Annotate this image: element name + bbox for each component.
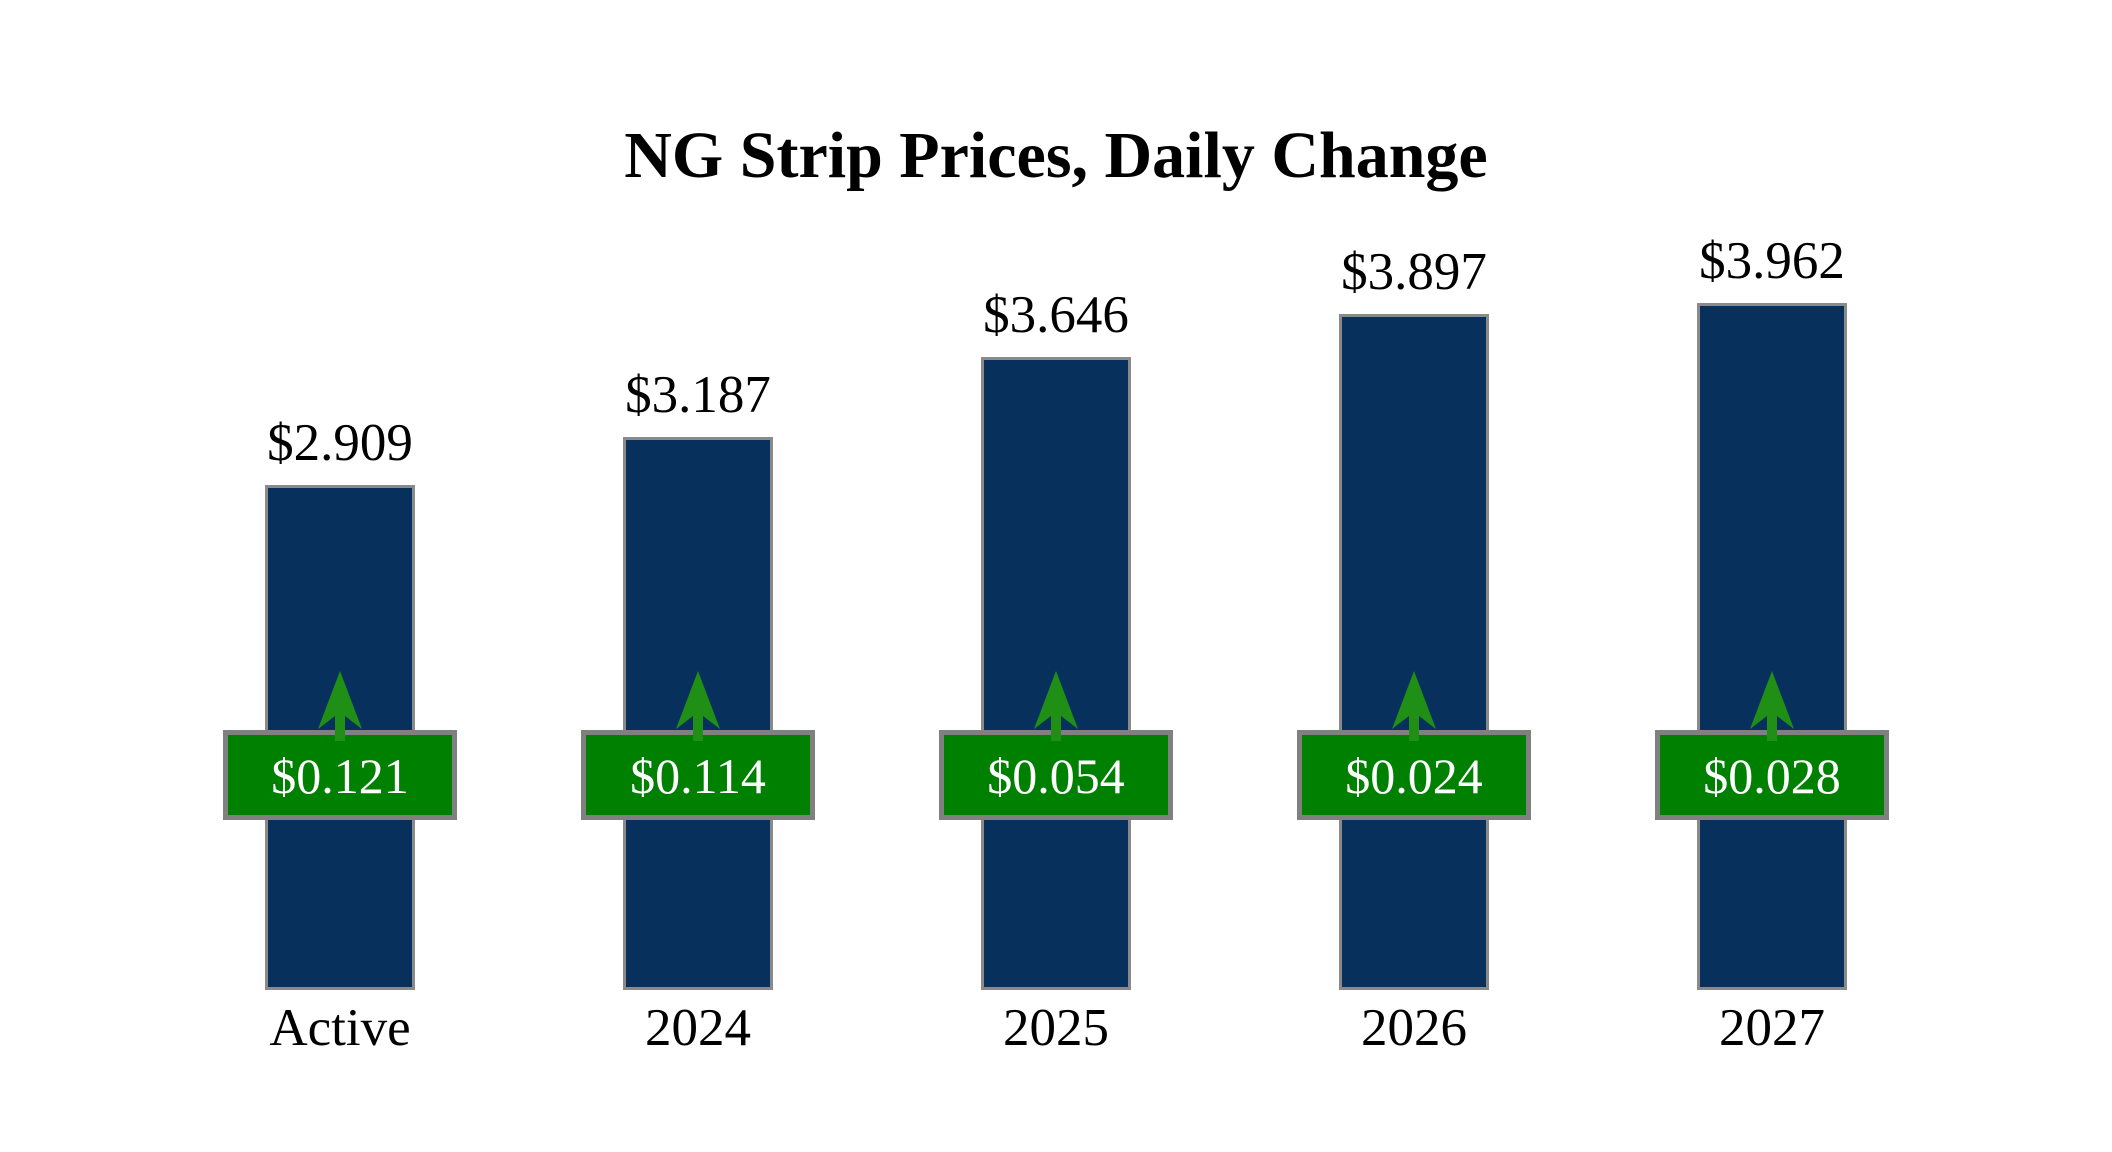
daily-change-value: $0.121 — [271, 748, 409, 804]
up-arrow-icon — [1392, 671, 1436, 741]
bar-value-label: $3.897 — [1341, 243, 1487, 301]
bar-value-label: $3.646 — [983, 286, 1129, 344]
up-arrow-icon — [318, 671, 362, 741]
daily-change-badge: $0.114 — [581, 730, 815, 820]
bar-value-label: $3.962 — [1699, 232, 1845, 290]
daily-change-badge: $0.028 — [1655, 730, 1889, 820]
bar-2026 — [1339, 314, 1489, 990]
up-arrow-icon — [1034, 671, 1078, 741]
daily-change-badge: $0.054 — [939, 730, 1173, 820]
bar-value-label: $3.187 — [625, 366, 771, 424]
up-arrow-icon — [1750, 671, 1794, 741]
daily-change-badge: $0.024 — [1297, 730, 1531, 820]
bar-2027 — [1697, 303, 1847, 990]
category-label-2027: 2027 — [1719, 999, 1825, 1057]
bar-value-label: $2.909 — [267, 414, 413, 472]
daily-change-value: $0.054 — [987, 748, 1125, 804]
daily-change-value: $0.024 — [1345, 748, 1483, 804]
category-label-2025: 2025 — [1003, 999, 1109, 1057]
category-label-active: Active — [269, 999, 411, 1057]
daily-change-value: $0.028 — [1703, 748, 1841, 804]
daily-change-badge: $0.121 — [223, 730, 457, 820]
daily-change-value: $0.114 — [630, 748, 766, 804]
chart-title: NG Strip Prices, Daily Change — [624, 119, 1488, 192]
up-arrow-icon — [676, 671, 720, 741]
category-label-2026: 2026 — [1361, 999, 1467, 1057]
category-label-2024: 2024 — [645, 999, 751, 1057]
